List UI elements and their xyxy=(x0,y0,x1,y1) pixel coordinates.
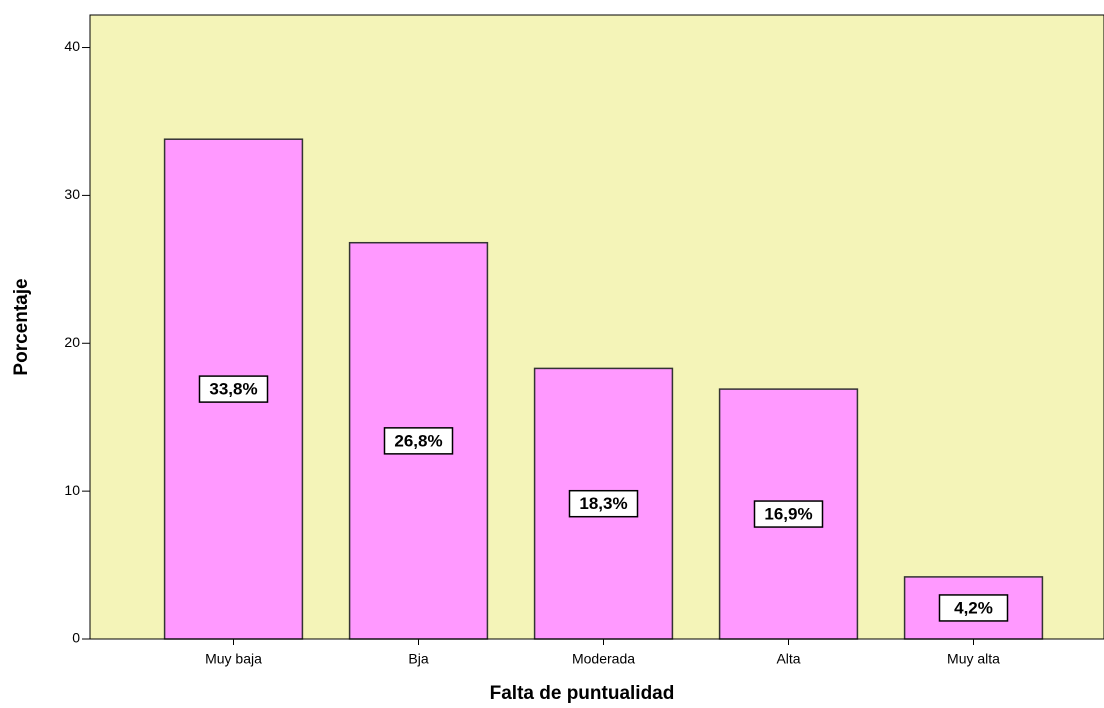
value-label: 18,3% xyxy=(579,494,627,513)
value-label: 4,2% xyxy=(954,598,993,617)
x-tick-label: Bja xyxy=(408,651,428,667)
value-label-box xyxy=(383,427,454,455)
value-label-box xyxy=(198,375,269,403)
x-tick-label: Moderada xyxy=(572,651,635,667)
y-tick-label: 30 xyxy=(64,186,80,202)
value-label-box xyxy=(753,500,824,528)
y-tick-label: 40 xyxy=(64,38,80,54)
x-axis-title: Falta de puntualidad xyxy=(490,683,675,704)
x-tick-label: Muy alta xyxy=(947,651,1000,667)
y-tick-label: 10 xyxy=(64,482,80,498)
value-label: 16,9% xyxy=(764,505,812,524)
y-tick-label: 20 xyxy=(64,334,80,350)
y-axis-title: Porcentaje xyxy=(11,278,32,375)
value-label: 26,8% xyxy=(394,431,442,450)
value-label: 33,8% xyxy=(209,380,257,399)
x-tick-label: Alta xyxy=(776,651,800,667)
x-tick-label: Muy baja xyxy=(205,651,262,667)
y-tick-label: 0 xyxy=(72,630,80,646)
value-label-box xyxy=(568,489,639,518)
value-label-box xyxy=(938,594,1009,622)
